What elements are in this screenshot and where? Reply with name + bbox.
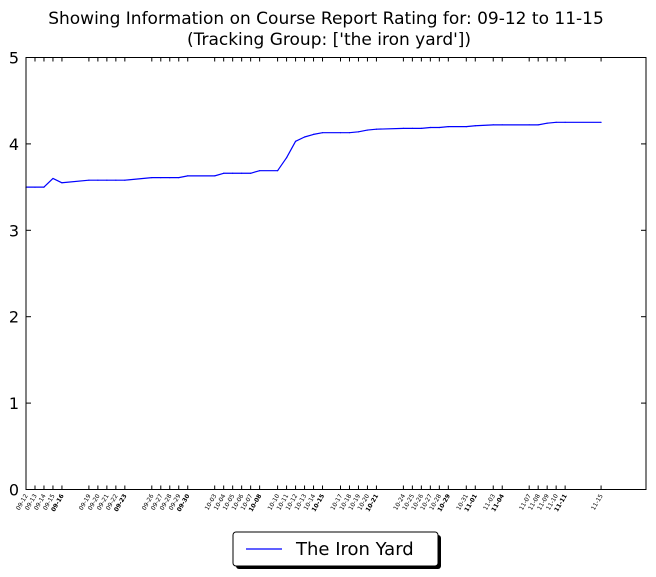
data-point <box>250 172 252 174</box>
data-point <box>339 132 342 134</box>
data-point <box>600 121 602 123</box>
data-point <box>501 124 503 126</box>
data-point <box>546 122 548 124</box>
data-point <box>492 124 494 126</box>
legend-label: The Iron Yard <box>295 539 414 560</box>
data-point <box>52 177 54 180</box>
data-point <box>223 172 225 174</box>
series-group <box>25 121 602 188</box>
data-point <box>537 124 539 126</box>
data-point <box>124 179 126 181</box>
plot-area <box>26 57 646 490</box>
data-point <box>34 186 36 188</box>
data-point <box>447 126 449 128</box>
data-point <box>285 157 288 159</box>
data-point <box>438 126 440 129</box>
y-tick-label: 3 <box>9 221 19 240</box>
data-point <box>555 121 557 123</box>
data-point <box>232 172 234 174</box>
data-point <box>564 121 566 123</box>
data-point <box>97 179 99 181</box>
legend-box <box>232 531 439 567</box>
data-point <box>178 176 180 179</box>
data-point <box>312 133 315 135</box>
data-point <box>465 126 467 128</box>
y-tick-label: 2 <box>9 308 19 327</box>
data-point <box>411 127 413 129</box>
data-point <box>115 179 117 181</box>
data-point <box>375 128 378 130</box>
data-point <box>357 131 360 133</box>
x-tick-label: 11-15 <box>590 493 605 512</box>
legend: The Iron Yard <box>232 531 441 569</box>
y-tick-label: 1 <box>9 394 19 413</box>
y-axis: 0 1 2 3 4 5 <box>9 49 646 500</box>
data-point <box>294 140 297 142</box>
y-tick-label: 4 <box>9 135 19 154</box>
data-point <box>187 175 189 177</box>
y-tick-label: 5 <box>9 49 19 68</box>
data-point <box>259 170 261 172</box>
data-point <box>528 124 530 126</box>
data-point <box>276 170 279 172</box>
chart-title: Showing Information on Course Report Rat… <box>48 9 604 29</box>
data-point <box>474 125 476 127</box>
data-point <box>241 172 243 174</box>
data-point <box>303 136 306 138</box>
data-point <box>43 186 45 188</box>
data-point <box>151 176 153 179</box>
data-point <box>88 179 90 181</box>
chart-subtitle: (Tracking Group: ['the iron yard']) <box>187 30 471 50</box>
data-point <box>366 129 369 131</box>
data-point <box>214 175 216 177</box>
data-point <box>348 132 351 134</box>
data-point <box>169 176 171 179</box>
data-point <box>321 132 324 134</box>
data-point <box>420 127 422 129</box>
data-point <box>429 126 431 129</box>
data-point <box>160 176 162 179</box>
data-point <box>402 127 404 129</box>
plot-frame <box>25 57 647 490</box>
series-line <box>26 121 602 188</box>
y-tick-label: 0 <box>9 481 19 500</box>
data-point <box>106 179 108 181</box>
data-point <box>61 182 63 184</box>
